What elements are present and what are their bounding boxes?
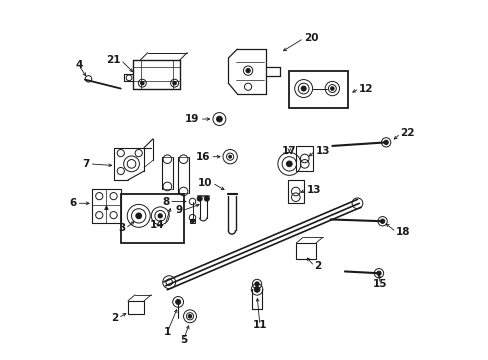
Circle shape: [190, 219, 194, 223]
Circle shape: [158, 214, 162, 218]
Text: 8: 8: [162, 197, 169, 207]
Circle shape: [172, 81, 176, 85]
Text: 5: 5: [180, 334, 187, 345]
Text: 3: 3: [118, 224, 125, 233]
Text: 14: 14: [150, 220, 164, 230]
Circle shape: [286, 161, 292, 167]
Text: 6: 6: [69, 198, 77, 208]
Circle shape: [383, 140, 387, 144]
Bar: [296, 243, 316, 259]
Bar: [190, 219, 195, 223]
Circle shape: [380, 219, 384, 224]
Bar: [121, 194, 183, 243]
Text: 9: 9: [175, 206, 183, 216]
Circle shape: [301, 86, 305, 91]
Text: 20: 20: [303, 33, 318, 43]
Bar: [128, 301, 144, 315]
Text: 10: 10: [197, 178, 212, 188]
Text: 21: 21: [106, 55, 121, 65]
Text: 7: 7: [82, 159, 89, 169]
Text: 19: 19: [185, 114, 199, 124]
Circle shape: [330, 87, 333, 90]
Circle shape: [136, 213, 142, 219]
Text: 13: 13: [306, 185, 321, 195]
Circle shape: [228, 155, 231, 158]
Text: 2: 2: [314, 261, 321, 271]
Text: 11: 11: [252, 320, 266, 330]
Bar: [296, 146, 312, 171]
Circle shape: [188, 315, 191, 318]
Circle shape: [245, 68, 250, 73]
Text: 2: 2: [111, 313, 118, 323]
Text: 15: 15: [372, 279, 386, 289]
Text: 13: 13: [315, 145, 329, 156]
Circle shape: [376, 271, 380, 275]
Circle shape: [175, 300, 180, 305]
Bar: [287, 180, 303, 203]
Text: 17: 17: [282, 146, 296, 156]
Text: 22: 22: [400, 129, 414, 138]
Circle shape: [197, 196, 202, 201]
Circle shape: [216, 116, 222, 122]
Bar: [289, 71, 348, 108]
Circle shape: [140, 81, 144, 85]
Text: 1: 1: [163, 327, 171, 337]
Circle shape: [204, 196, 209, 201]
Text: 18: 18: [395, 227, 410, 237]
Text: 4: 4: [75, 60, 82, 70]
Text: 16: 16: [196, 152, 210, 162]
Circle shape: [254, 282, 259, 286]
Text: 12: 12: [359, 84, 373, 94]
Circle shape: [254, 287, 260, 292]
